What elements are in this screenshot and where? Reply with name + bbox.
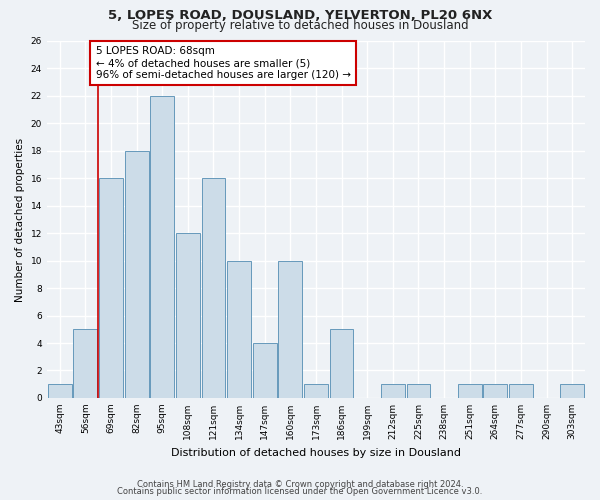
Bar	[509, 384, 533, 398]
Bar	[151, 96, 174, 398]
X-axis label: Distribution of detached houses by size in Dousland: Distribution of detached houses by size …	[171, 448, 461, 458]
Bar	[278, 260, 302, 398]
Y-axis label: Number of detached properties: Number of detached properties	[15, 138, 25, 302]
Bar	[253, 343, 277, 398]
Bar	[176, 233, 200, 398]
Bar	[458, 384, 482, 398]
Bar	[484, 384, 507, 398]
Text: 5 LOPES ROAD: 68sqm
← 4% of detached houses are smaller (5)
96% of semi-detached: 5 LOPES ROAD: 68sqm ← 4% of detached hou…	[95, 46, 350, 80]
Bar	[560, 384, 584, 398]
Text: Contains HM Land Registry data © Crown copyright and database right 2024.: Contains HM Land Registry data © Crown c…	[137, 480, 463, 489]
Text: 5, LOPES ROAD, DOUSLAND, YELVERTON, PL20 6NX: 5, LOPES ROAD, DOUSLAND, YELVERTON, PL20…	[108, 9, 492, 22]
Bar	[125, 151, 149, 398]
Text: Size of property relative to detached houses in Dousland: Size of property relative to detached ho…	[131, 19, 469, 32]
Bar	[407, 384, 430, 398]
Bar	[202, 178, 226, 398]
Bar	[227, 260, 251, 398]
Bar	[304, 384, 328, 398]
Bar	[99, 178, 123, 398]
Bar	[48, 384, 71, 398]
Bar	[73, 330, 97, 398]
Bar	[329, 330, 353, 398]
Text: Contains public sector information licensed under the Open Government Licence v3: Contains public sector information licen…	[118, 487, 482, 496]
Bar	[381, 384, 405, 398]
